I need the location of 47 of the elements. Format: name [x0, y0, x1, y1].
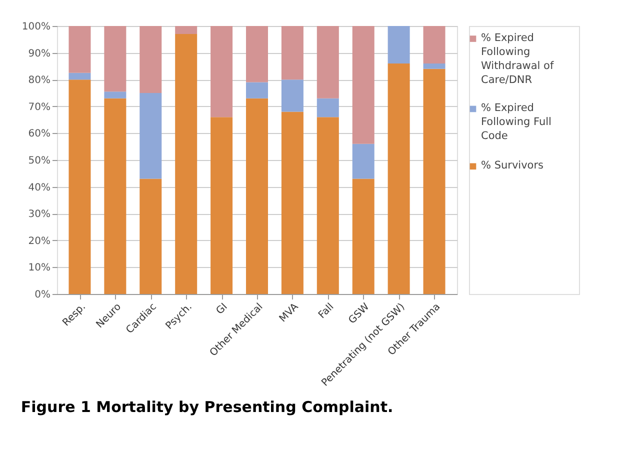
y-tick-label: 20% — [28, 236, 50, 247]
bar — [140, 93, 162, 179]
bar — [104, 98, 126, 294]
bar — [175, 26, 198, 34]
bar — [281, 80, 304, 112]
y-tick-label: 90% — [28, 48, 50, 60]
bar — [316, 26, 339, 98]
x-tick-label: GI — [214, 302, 230, 317]
bar — [352, 144, 374, 179]
text: Figure 1 Mortality by Presenting Complaint. — [20, 398, 394, 416]
y-tick-label: 0% — [34, 290, 50, 300]
legend-label: % Expired Following Withdrawal of Care/DNR — [481, 32, 554, 86]
bar — [281, 26, 304, 80]
bar — [388, 64, 410, 294]
bar — [316, 117, 339, 294]
bar — [104, 26, 126, 92]
y-tick-label: 10% — [28, 262, 50, 274]
y-tick-label: 80% — [28, 75, 50, 86]
bar — [246, 26, 268, 82]
bar — [210, 117, 233, 294]
bar — [423, 26, 446, 64]
bar — [388, 26, 410, 64]
bar — [104, 92, 126, 98]
bar — [316, 98, 339, 118]
x-tick-label: Fall — [316, 302, 336, 321]
y-tick-label: 40% — [28, 182, 50, 194]
bar — [281, 112, 304, 294]
y-tick-label: 60% — [28, 128, 50, 140]
bar — [210, 26, 233, 118]
bar — [68, 72, 91, 80]
y-tick-label: 100% — [22, 22, 50, 32]
legend-label: % Expired Following Full Code — [481, 102, 552, 142]
bar — [423, 64, 446, 69]
bar — [352, 26, 374, 144]
bar — [140, 178, 162, 294]
bar — [140, 26, 162, 93]
bar — [246, 98, 268, 294]
legend-label: % Survivors — [481, 159, 544, 172]
y-tick-label: 70% — [28, 102, 50, 113]
bar — [423, 68, 446, 294]
bar — [68, 80, 91, 294]
y-tick-label: 30% — [28, 209, 50, 220]
y-tick-label: 50% — [28, 156, 50, 166]
bar — [246, 82, 268, 98]
bar — [175, 34, 198, 294]
bar — [352, 178, 374, 294]
bar — [68, 26, 91, 73]
